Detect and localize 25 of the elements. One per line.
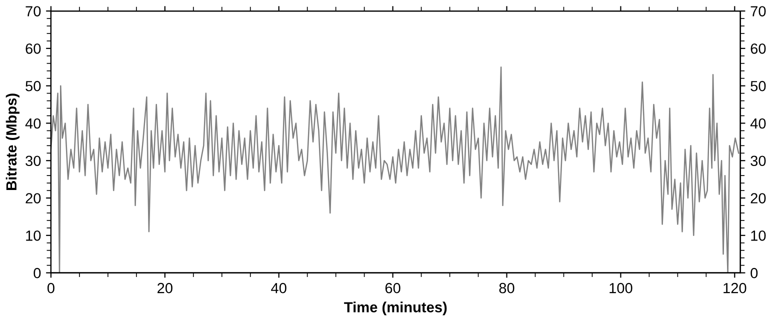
y2-tick-label: 50 <box>750 80 766 92</box>
x-tick-label: 0 <box>47 282 54 294</box>
x-tick-label: 100 <box>610 282 632 294</box>
x-tick-label: 60 <box>385 282 400 294</box>
y2-tick-label: 40 <box>750 118 766 129</box>
y2-tick-label: 20 <box>750 193 766 204</box>
y-tick-label: 70 <box>26 6 41 16</box>
y-tick-label: 60 <box>26 44 41 54</box>
y2-tick-label: 30 <box>750 156 766 166</box>
x-tick-label: 80 <box>499 282 514 294</box>
y-tick-label: 50 <box>26 80 41 92</box>
y-tick-label: 40 <box>25 118 41 129</box>
y-tick-label: 0 <box>34 268 41 278</box>
y-tick-label: 10 <box>26 230 41 241</box>
x-tick-label: 120 <box>724 282 746 294</box>
y-tick-label: 20 <box>26 193 41 204</box>
x-tick-label: 40 <box>271 282 286 294</box>
y-axis-title: Bitrate (Mbps) <box>6 94 20 190</box>
x-axis-title: Time (minutes) <box>344 302 447 316</box>
y2-tick-label: 60 <box>750 44 766 54</box>
y-tick-label: 30 <box>26 156 41 166</box>
y2-tick-label: 10 <box>751 230 766 241</box>
y2-tick-label: 70 <box>750 6 766 16</box>
x-tick-label: 20 <box>158 282 172 294</box>
y2-tick-label: 0 <box>750 268 758 278</box>
